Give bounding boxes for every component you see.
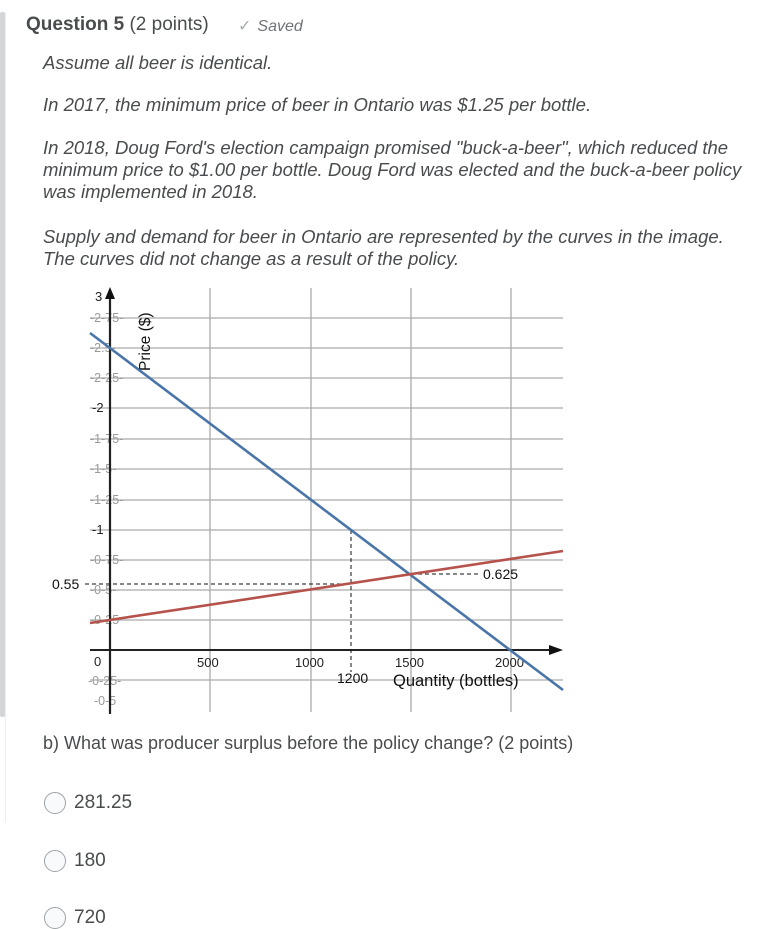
- svg-text:-0-25-: -0-25-: [88, 674, 121, 688]
- paragraph-curves: Supply and demand for beer in Ontario ar…: [43, 226, 724, 269]
- saved-status: ✓ Saved: [238, 16, 303, 36]
- svg-text:-2: -2: [92, 400, 104, 415]
- saved-label: Saved: [257, 18, 303, 35]
- svg-text:500: 500: [197, 655, 219, 670]
- y-axis-label: Price ($): [137, 312, 154, 371]
- question-title: Question 5: [26, 14, 125, 35]
- annotation-1200: 1200: [337, 670, 368, 686]
- option-label: 281.25: [74, 792, 133, 813]
- option-281-25[interactable]: 281.25: [44, 792, 132, 814]
- check-icon: ✓: [238, 18, 252, 35]
- radio-button[interactable]: [44, 850, 66, 872]
- svg-text:0: 0: [94, 654, 101, 669]
- svg-text:-1: -1: [92, 522, 104, 537]
- supply-demand-chart: -2-75- -2.5- -2-25- -1-75- -1-5- -1-25- …: [52, 287, 564, 714]
- sub-question: b) What was producer surplus before the …: [43, 733, 574, 753]
- radio-button[interactable]: [44, 792, 66, 814]
- paragraph-2018: In 2018, Doug Ford's election campaign p…: [43, 137, 742, 202]
- grid: [90, 288, 563, 712]
- svg-text:-0-5: -0-5: [94, 694, 116, 708]
- annotation-055: 0.55: [52, 576, 79, 592]
- y-axis-arrow-icon: [105, 287, 115, 299]
- y-tick-labels: -2-75- -2.5- -2-25- -1-75- -1-5- -1-25- …: [88, 311, 123, 708]
- paragraph-2017: In 2017, the minimum price of beer in On…: [43, 94, 592, 115]
- svg-text:-0-75-: -0-75-: [90, 553, 123, 567]
- svg-text:-1-75-: -1-75-: [90, 432, 123, 446]
- paragraph-assumption: Assume all beer is identical.: [43, 52, 273, 73]
- option-label: 720: [74, 907, 106, 928]
- option-180[interactable]: 180: [44, 850, 106, 872]
- question-points: (2 points): [129, 14, 209, 35]
- svg-text:-2-75-: -2-75-: [90, 311, 123, 325]
- svg-text:-2-25-: -2-25-: [90, 371, 123, 385]
- annotation-0625: 0.625: [483, 566, 518, 582]
- svg-text:3: 3: [95, 289, 102, 304]
- y-tick-labels-dark: 3 -2 -1 0: [92, 289, 104, 669]
- svg-text:1500: 1500: [395, 655, 424, 670]
- panel-divider: [5, 12, 6, 822]
- svg-text:-1-25-: -1-25-: [90, 493, 123, 507]
- svg-text:2000: 2000: [495, 655, 524, 670]
- x-axis-arrow-icon: [549, 645, 563, 655]
- option-label: 180: [74, 850, 106, 871]
- x-tick-labels: 500 1000 1500 2000: [197, 655, 524, 670]
- svg-text:-1-5-: -1-5-: [90, 462, 116, 476]
- svg-text:-0-5-: -0-5-: [90, 583, 116, 597]
- x-axis-label: Quantity (bottles): [393, 672, 519, 690]
- option-720[interactable]: 720: [44, 907, 106, 929]
- question-header: Question 5 (2 points): [26, 14, 209, 36]
- demand-curve: [89, 331, 564, 692]
- left-accent-bar: [0, 12, 5, 717]
- supply-curve: [89, 549, 564, 625]
- svg-text:1000: 1000: [295, 655, 324, 670]
